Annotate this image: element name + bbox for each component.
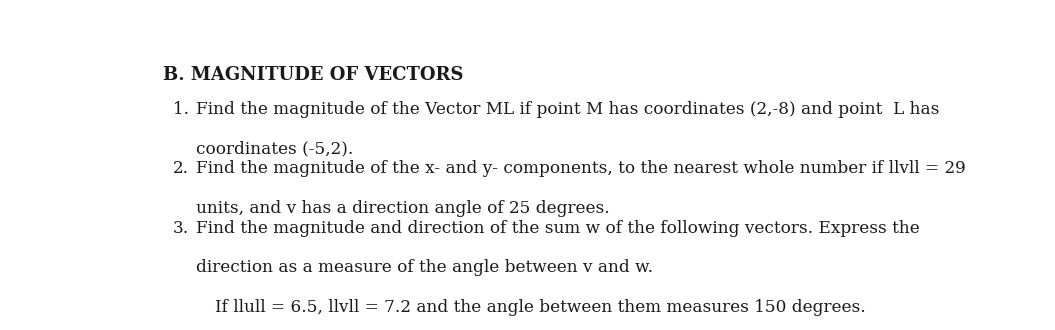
Text: units, and v has a direction angle of 25 degrees.: units, and v has a direction angle of 25… <box>195 200 610 217</box>
Text: If llull = 6.5, llvll = 7.2 and the angle between them measures 150 degrees.: If llull = 6.5, llvll = 7.2 and the angl… <box>215 299 866 316</box>
Text: 1.: 1. <box>173 101 189 117</box>
Text: 3.: 3. <box>173 220 189 237</box>
Text: 2.: 2. <box>173 160 189 177</box>
Text: coordinates (-5,2).: coordinates (-5,2). <box>195 140 353 157</box>
Text: Find the magnitude and direction of the sum w of the following vectors. Express : Find the magnitude and direction of the … <box>195 220 919 237</box>
Text: Find the magnitude of the x- and y- components, to the nearest whole number if l: Find the magnitude of the x- and y- comp… <box>195 160 965 177</box>
Text: direction as a measure of the angle between v and w.: direction as a measure of the angle betw… <box>195 259 653 277</box>
Text: Find the magnitude of the Vector ML if point M has coordinates (2,-8) and point : Find the magnitude of the Vector ML if p… <box>195 101 939 117</box>
Text: B. MAGNITUDE OF VECTORS: B. MAGNITUDE OF VECTORS <box>162 66 463 84</box>
